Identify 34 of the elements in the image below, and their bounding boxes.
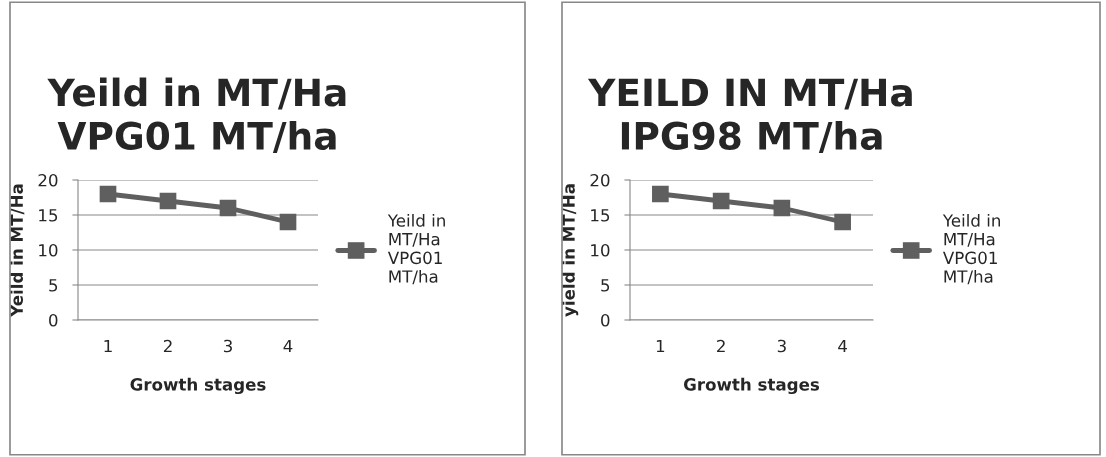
point	[652, 185, 669, 203]
y-axis-title: Yeild in MT/Ha	[10, 184, 25, 317]
y-tick-label: 5	[601, 279, 610, 292]
x-tick-label: 1	[656, 339, 665, 353]
x-axis-title: Growth stages	[684, 377, 820, 395]
y-tick-label: 10	[591, 243, 610, 257]
y-tick-label: 0	[601, 313, 610, 327]
x-tick-label: 4	[283, 339, 293, 353]
legend-label: Yeild in MT/Ha VPG01 MT/ha	[387, 213, 445, 285]
y-axis-title: yield in MT/Ha	[561, 184, 579, 317]
point	[834, 213, 851, 231]
y-tick-label: 10	[39, 243, 58, 257]
x-tick-label: 2	[163, 339, 172, 353]
point	[773, 199, 791, 217]
point	[712, 192, 730, 210]
x-tick-label: 3	[223, 339, 232, 353]
x-tick-label: 4	[838, 339, 847, 353]
x-tick-label: 2	[717, 339, 725, 353]
point	[99, 185, 117, 203]
point	[279, 213, 297, 231]
y-tick-label: 15	[591, 209, 610, 222]
x-axis-title: Growth stages	[130, 377, 266, 395]
x-tick-label: 1	[104, 339, 112, 353]
point	[159, 192, 177, 210]
legend-label: Yeild in MT/Ha VPG01 MT/ha	[942, 213, 1000, 285]
chart-title: YEILD IN MT/Ha IPG98 MT/ha	[587, 78, 912, 153]
y-tick-label: 20	[590, 173, 610, 187]
y-tick-label: 5	[49, 279, 58, 292]
y-tick-label: 20	[38, 173, 58, 187]
point	[219, 199, 237, 217]
y-tick-label: 0	[49, 313, 58, 327]
y-tick-label: 15	[39, 209, 58, 222]
chart-title: Yeild in MT/Ha VPG01 MT/ha	[47, 77, 346, 153]
x-tick-label: 3	[777, 339, 786, 353]
